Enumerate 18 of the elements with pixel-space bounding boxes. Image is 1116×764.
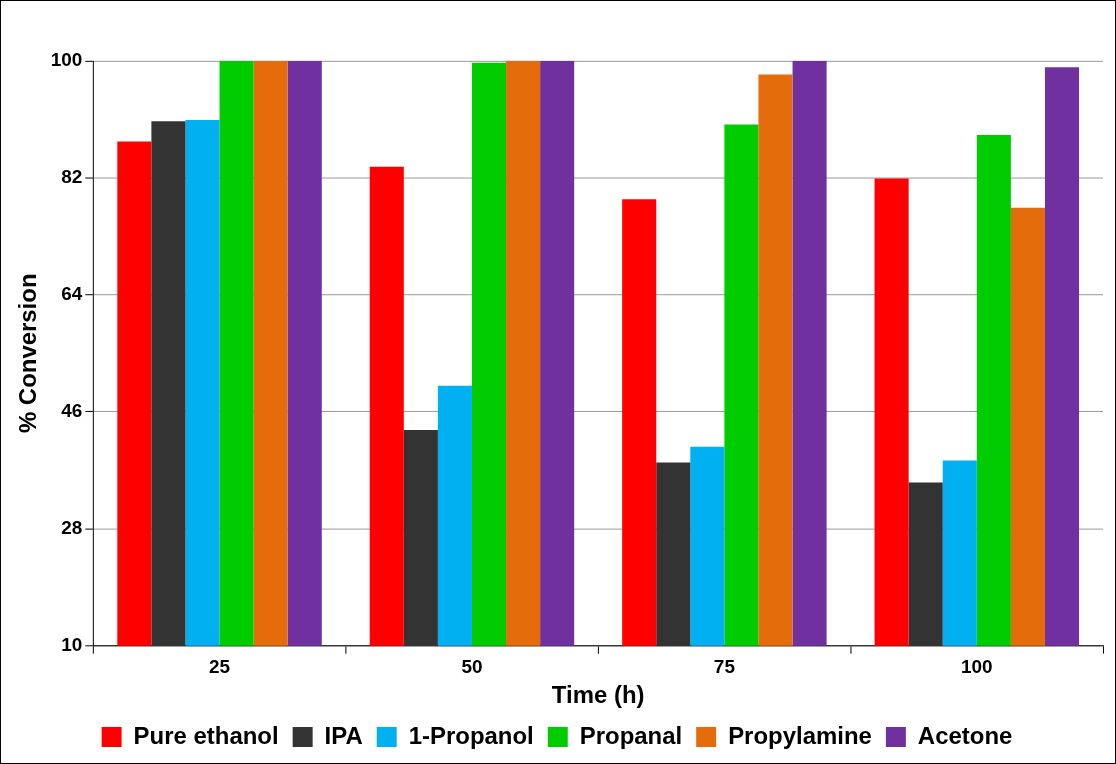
- x-tick-label: 75: [713, 656, 735, 678]
- legend-label: Propanal: [579, 721, 683, 749]
- y-tick-label: 46: [61, 399, 83, 421]
- legend-label: Acetone: [917, 721, 1013, 749]
- legend-label: IPA: [324, 721, 363, 749]
- y-tick-label: 28: [61, 516, 83, 538]
- x-tick-label: 25: [209, 656, 231, 678]
- legend-label: Pure ethanol: [133, 721, 279, 749]
- x-axis-title: Time (h): [551, 681, 645, 709]
- y-tick-label: 64: [61, 283, 83, 305]
- legend-label: Propylamine: [728, 721, 872, 749]
- y-axis-title: % Conversion: [13, 273, 41, 434]
- y-tick-label: 82: [61, 166, 83, 188]
- y-tick-label: 100: [50, 49, 83, 71]
- x-tick-label: 50: [461, 656, 483, 678]
- legend-label: 1-Propanol: [408, 721, 534, 749]
- y-tick-label: 10: [61, 633, 83, 655]
- x-tick-label: 100: [961, 656, 993, 678]
